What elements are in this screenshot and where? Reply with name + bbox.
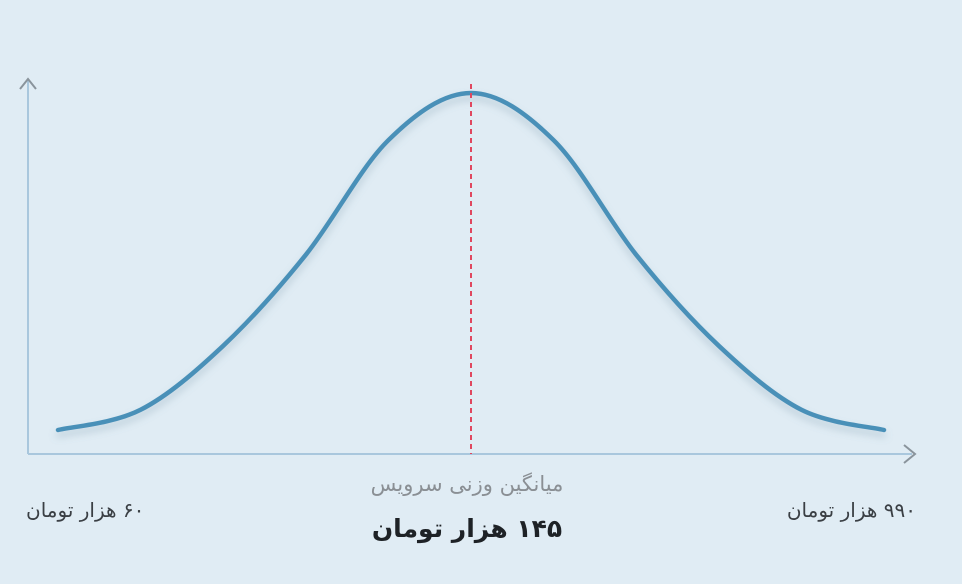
x-axis-arrow-icon bbox=[903, 444, 917, 464]
x-max-label: ۹۹۰ هزار تومان bbox=[786, 498, 916, 522]
mean-caption: میانگین وزنی سرویس bbox=[370, 472, 564, 496]
distribution-curve bbox=[55, 90, 887, 433]
mean-value-label: ۱۴۵ هزار تومان bbox=[371, 514, 563, 543]
y-axis-arrow-icon bbox=[19, 77, 37, 90]
x-min-label: ۶۰ هزار تومان bbox=[26, 498, 145, 522]
